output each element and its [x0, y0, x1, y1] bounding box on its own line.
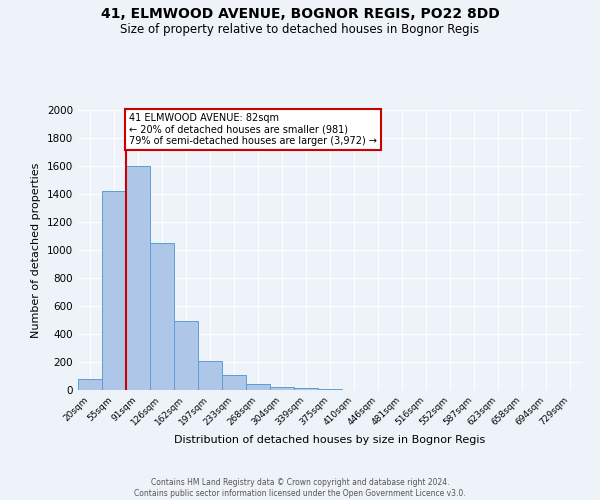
Bar: [198, 362, 222, 390]
Bar: [294, 388, 318, 390]
Bar: [126, 166, 150, 390]
Text: Size of property relative to detached houses in Bognor Regis: Size of property relative to detached ho…: [121, 22, 479, 36]
Bar: [150, 243, 174, 390]
X-axis label: Distribution of detached houses by size in Bognor Regis: Distribution of detached houses by size …: [175, 436, 485, 446]
Bar: [318, 388, 342, 390]
Text: 41 ELMWOOD AVENUE: 82sqm
← 20% of detached houses are smaller (981)
79% of semi-: 41 ELMWOOD AVENUE: 82sqm ← 20% of detach…: [129, 113, 377, 146]
Bar: [102, 191, 126, 390]
Bar: [246, 384, 270, 390]
Bar: [222, 376, 246, 390]
Bar: [174, 322, 198, 390]
Bar: [78, 379, 102, 390]
Text: 41, ELMWOOD AVENUE, BOGNOR REGIS, PO22 8DD: 41, ELMWOOD AVENUE, BOGNOR REGIS, PO22 8…: [101, 8, 499, 22]
Text: Contains HM Land Registry data © Crown copyright and database right 2024.
Contai: Contains HM Land Registry data © Crown c…: [134, 478, 466, 498]
Bar: [270, 386, 294, 390]
Y-axis label: Number of detached properties: Number of detached properties: [31, 162, 41, 338]
